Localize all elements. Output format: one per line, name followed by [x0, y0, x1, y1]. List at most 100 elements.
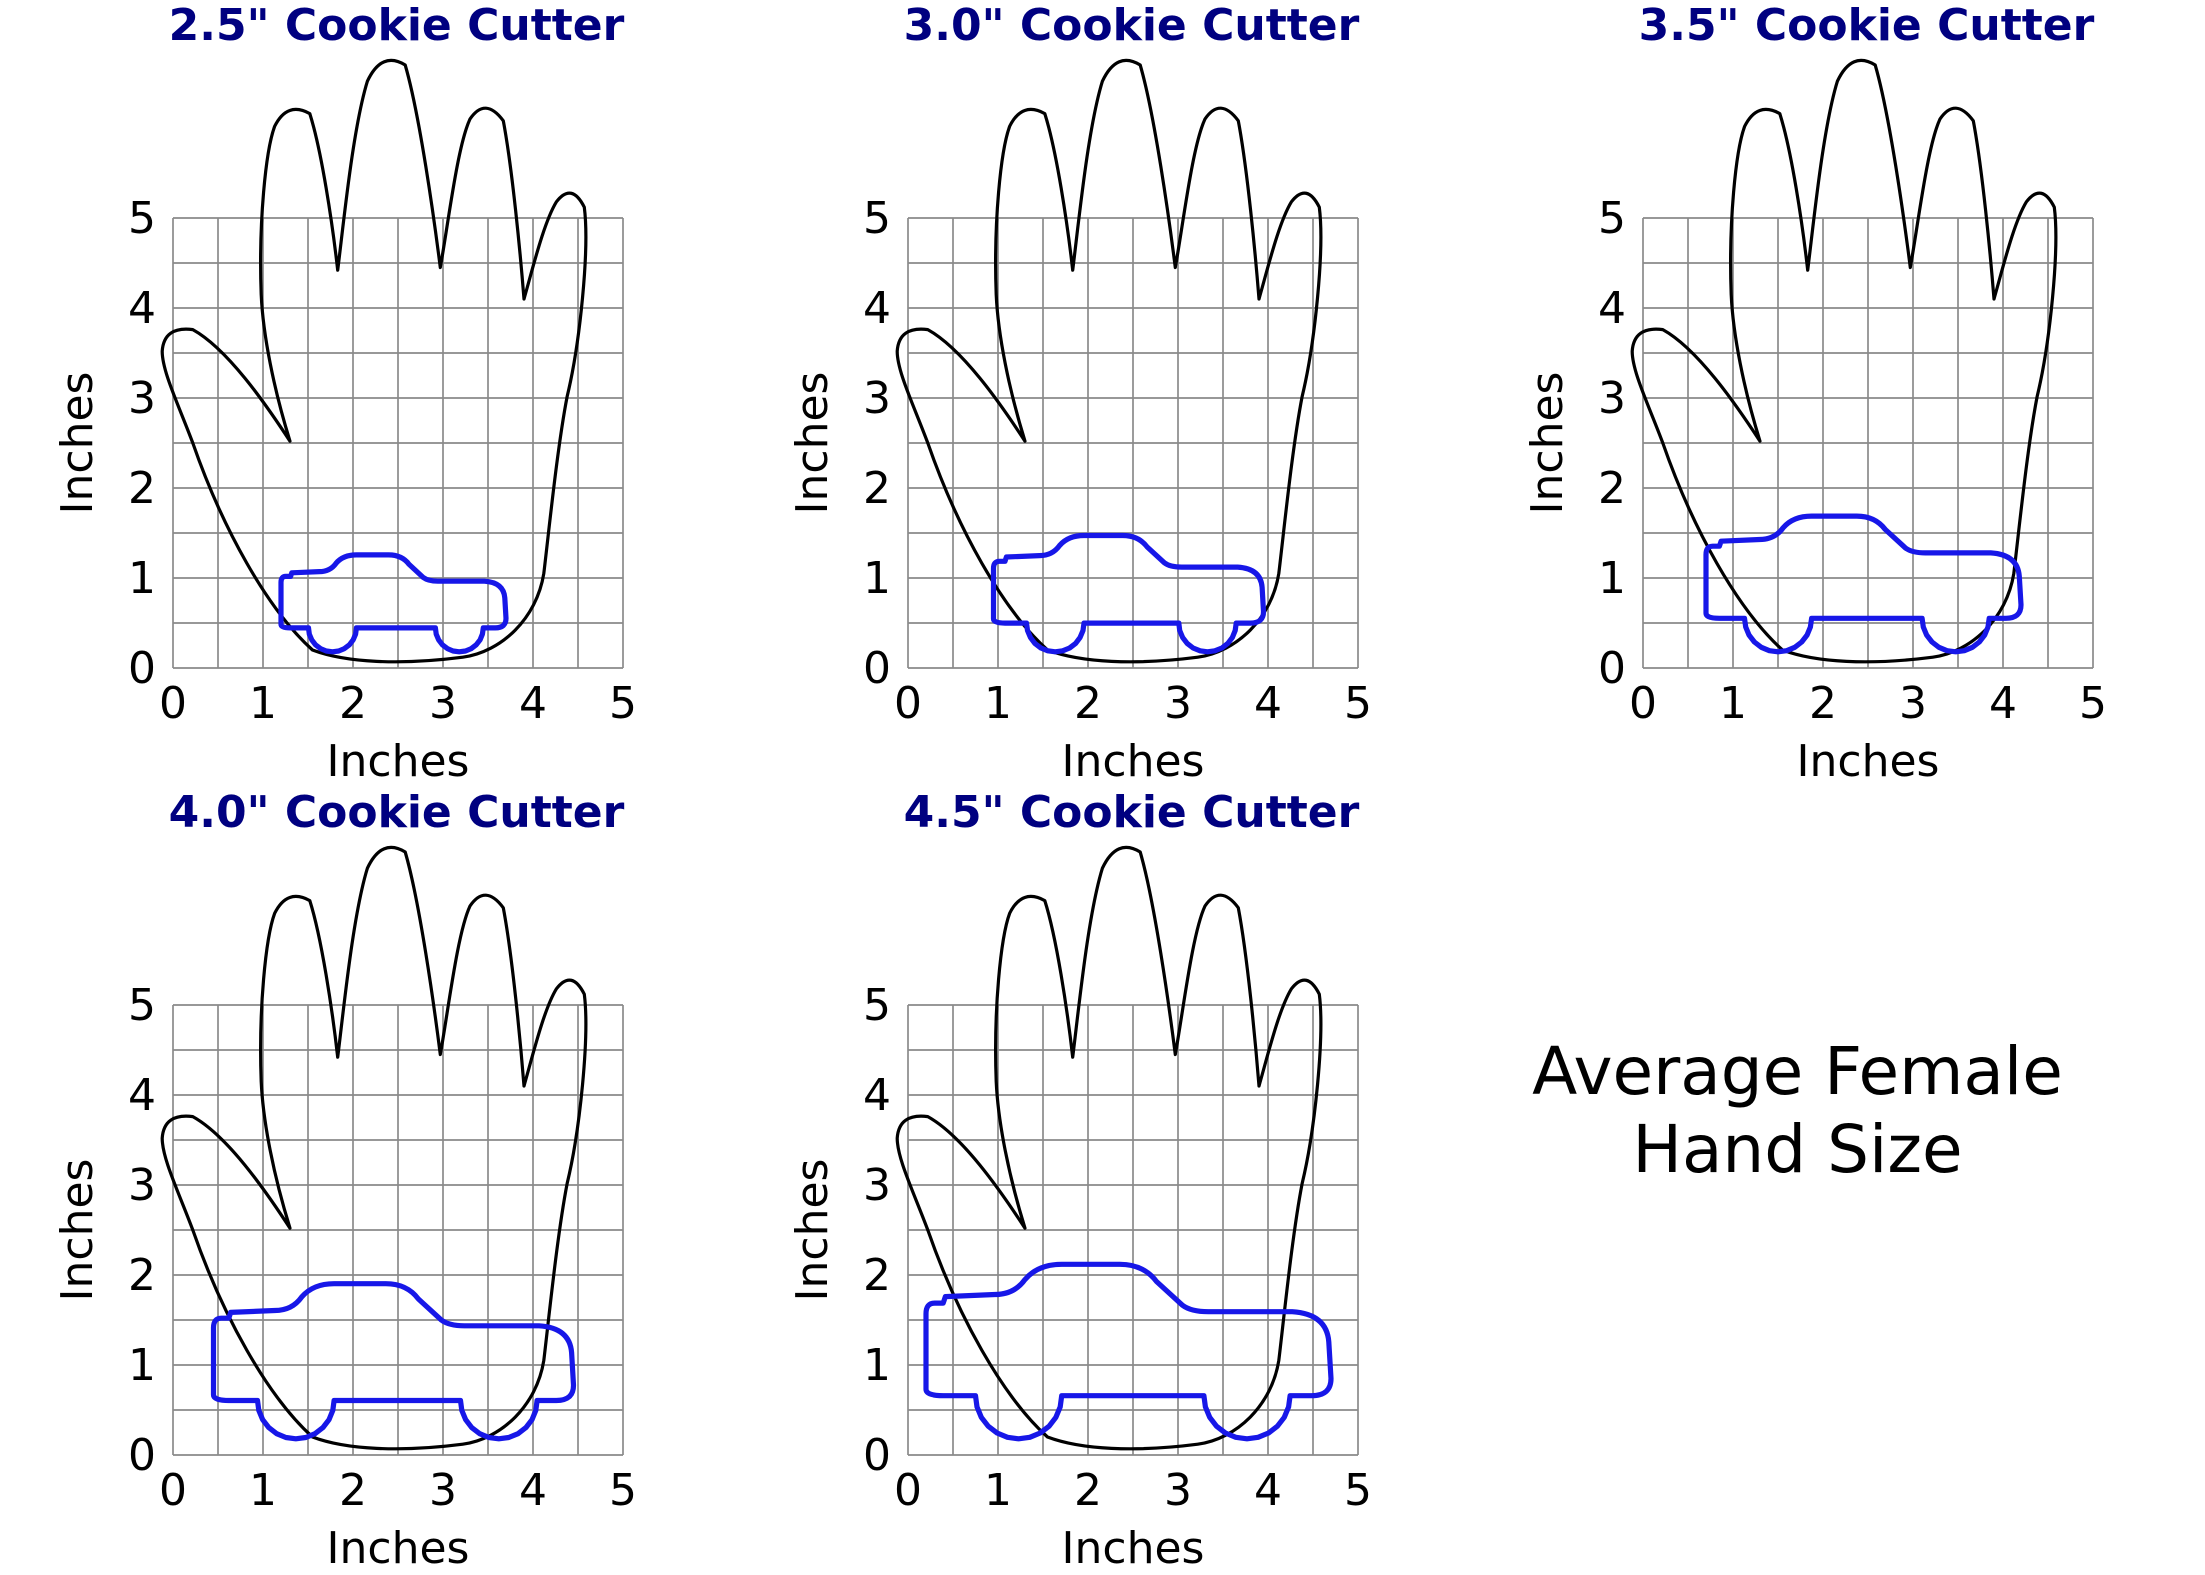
svg-text:2: 2 [863, 1250, 891, 1301]
svg-text:Inches: Inches [58, 1159, 103, 1302]
svg-text:0: 0 [1598, 643, 1626, 694]
subplot-title: 3.0" Cookie Cutter [903, 0, 1360, 51]
svg-text:Inches: Inches [58, 372, 103, 515]
svg-text:0: 0 [863, 643, 891, 694]
svg-text:3: 3 [429, 1465, 457, 1516]
svg-text:5: 5 [609, 678, 637, 729]
hand-outline [160, 58, 587, 664]
svg-text:4: 4 [1598, 283, 1626, 334]
svg-text:2: 2 [1598, 463, 1626, 514]
svg-text:3: 3 [1899, 678, 1927, 729]
svg-text:5: 5 [863, 193, 891, 244]
svg-text:Inches: Inches [1796, 736, 1939, 785]
subplot-4-0-inch: 4.0" Cookie Cutter 0 1 2 3 4 5 0 1 2 3 4 5 Inches Inc… [0, 787, 735, 1574]
svg-text:1: 1 [1719, 678, 1747, 729]
hand-outline [895, 58, 1322, 664]
subplot-4-5-inch: 4.5" Cookie Cutter 0 1 2 3 4 5 0 1 2 3 4 5 Inches Inc… [735, 787, 1470, 1574]
svg-text:Inches: Inches [1061, 736, 1204, 785]
svg-text:3: 3 [1164, 1465, 1192, 1516]
svg-text:0: 0 [159, 678, 187, 729]
svg-text:2: 2 [1074, 1465, 1102, 1516]
svg-text:1: 1 [984, 1465, 1012, 1516]
svg-text:0: 0 [863, 1430, 891, 1481]
hand-outline [160, 845, 587, 1451]
svg-text:Inches: Inches [793, 372, 838, 515]
caption-line-1: Average Female [1532, 1032, 2063, 1110]
svg-text:1: 1 [984, 678, 1012, 729]
svg-text:2: 2 [1074, 678, 1102, 729]
subplot-plot-3-5-inch: 0 1 2 3 4 5 0 1 2 3 4 5 Inches Inches [1528, 58, 2107, 785]
caption-text: Average Female Hand Size [1532, 1033, 2063, 1189]
subplot-3-5-inch: 3.5" Cookie Cutter 0 1 2 3 4 5 0 1 2 3 4 5 Inches Inc… [1470, 0, 2205, 787]
svg-text:0: 0 [1629, 678, 1657, 729]
hand-outline [1630, 58, 2057, 664]
svg-text:2: 2 [339, 678, 367, 729]
cookie-cutter-outline [277, 552, 509, 655]
cookie-cutter-outline [990, 532, 1266, 655]
svg-text:4: 4 [128, 1070, 156, 1121]
svg-text:5: 5 [1598, 193, 1626, 244]
svg-text:4: 4 [1254, 1465, 1282, 1516]
svg-text:5: 5 [609, 1465, 637, 1516]
subplot-plot-3-0-inch: 0 1 2 3 4 5 0 1 2 3 4 5 Inches Inches [793, 58, 1372, 785]
svg-text:1: 1 [249, 1465, 277, 1516]
svg-text:4: 4 [1254, 678, 1282, 729]
subplot-title: 3.5" Cookie Cutter [1638, 0, 2095, 51]
svg-text:3: 3 [863, 373, 891, 424]
svg-text:2: 2 [1809, 678, 1837, 729]
svg-text:4: 4 [863, 283, 891, 334]
subplot-plot-4-5-inch: 0 1 2 3 4 5 0 1 2 3 4 5 Inches Inches [793, 845, 1372, 1572]
svg-text:3: 3 [863, 1160, 891, 1211]
svg-text:2: 2 [128, 463, 156, 514]
svg-text:3: 3 [128, 373, 156, 424]
svg-text:3: 3 [1164, 678, 1192, 729]
subplot-3-0-inch: 3.0" Cookie Cutter 0 1 2 3 4 5 0 1 2 3 4 5 Inches Inc… [735, 0, 1470, 787]
svg-text:4: 4 [863, 1070, 891, 1121]
svg-text:3: 3 [1598, 373, 1626, 424]
svg-text:2: 2 [339, 1465, 367, 1516]
subplot-title: 2.5" Cookie Cutter [168, 0, 625, 51]
svg-text:3: 3 [429, 678, 457, 729]
svg-text:3: 3 [128, 1160, 156, 1211]
svg-text:4: 4 [519, 678, 547, 729]
svg-text:5: 5 [1344, 1465, 1372, 1516]
svg-text:0: 0 [159, 1465, 187, 1516]
svg-text:5: 5 [128, 980, 156, 1031]
svg-text:4: 4 [519, 1465, 547, 1516]
svg-text:1: 1 [863, 1340, 891, 1391]
svg-text:1: 1 [128, 553, 156, 604]
svg-text:Inches: Inches [326, 1523, 469, 1572]
cookie-cutter-outline [210, 1281, 576, 1442]
svg-text:0: 0 [894, 1465, 922, 1516]
svg-text:1: 1 [249, 678, 277, 729]
svg-text:5: 5 [863, 980, 891, 1031]
svg-text:5: 5 [128, 193, 156, 244]
svg-text:0: 0 [894, 678, 922, 729]
svg-text:1: 1 [128, 1340, 156, 1391]
svg-text:Inches: Inches [1528, 372, 1573, 515]
caption-line-2: Hand Size [1632, 1110, 1963, 1188]
svg-text:0: 0 [128, 1430, 156, 1481]
svg-text:Inches: Inches [793, 1159, 838, 1302]
svg-text:Inches: Inches [326, 736, 469, 785]
cookie-cutter-outline [922, 1261, 1334, 1442]
svg-text:4: 4 [1989, 678, 2017, 729]
svg-text:2: 2 [863, 463, 891, 514]
hand-outline [895, 845, 1322, 1451]
figure-caption: Average Female Hand Size [1470, 787, 2205, 1574]
subplot-plot-4-0-inch: 0 1 2 3 4 5 0 1 2 3 4 5 Inches Inches [58, 845, 637, 1572]
svg-text:0: 0 [128, 643, 156, 694]
subplot-title: 4.5" Cookie Cutter [903, 787, 1360, 838]
svg-text:Inches: Inches [1061, 1523, 1204, 1572]
svg-text:1: 1 [1598, 553, 1626, 604]
subplot-2-5-inch: 2.5" Cookie Cutter 0 1 2 3 4 5 0 1 2 3 4 5 Inches Inc… [0, 0, 735, 787]
subplot-plot-2-5-inch: 0 1 2 3 4 5 0 1 2 3 4 5 Inches Inches [58, 58, 637, 785]
svg-text:5: 5 [2079, 678, 2107, 729]
cookie-cutter-outline [1702, 513, 2024, 655]
svg-text:1: 1 [863, 553, 891, 604]
svg-text:4: 4 [128, 283, 156, 334]
subplot-title: 4.0" Cookie Cutter [168, 787, 625, 838]
svg-text:5: 5 [1344, 678, 1372, 729]
svg-text:2: 2 [128, 1250, 156, 1301]
